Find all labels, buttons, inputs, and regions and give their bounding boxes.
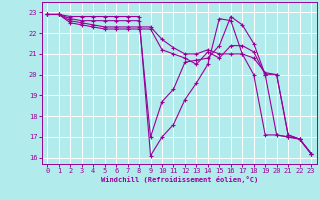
X-axis label: Windchill (Refroidissement éolien,°C): Windchill (Refroidissement éolien,°C) [100,176,258,183]
